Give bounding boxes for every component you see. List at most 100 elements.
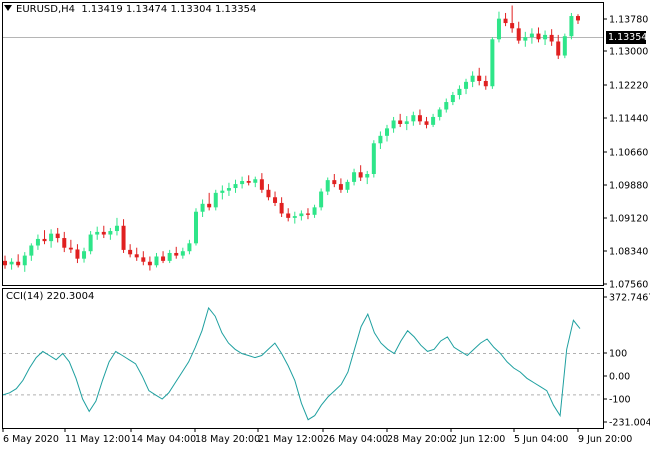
candle-body (305, 213, 310, 215)
candle (259, 173, 264, 193)
candle-body (391, 120, 396, 129)
price-tick-label: 1.08340 (609, 247, 648, 258)
candle (200, 199, 205, 217)
candle (417, 109, 422, 125)
time-tick-label: 11 May 12:00 (65, 434, 130, 445)
time-tick-label: 26 May 04:00 (323, 434, 388, 445)
candle-body (266, 189, 271, 198)
candle (358, 165, 363, 182)
candle-body (55, 233, 60, 239)
candle (167, 249, 172, 264)
candle (286, 208, 291, 222)
time-tick-label: 2 Jun 12:00 (451, 434, 505, 445)
candle (279, 197, 284, 217)
candle-body (154, 256, 159, 266)
candle (391, 116, 396, 133)
candle (207, 192, 212, 211)
candle-body (95, 231, 100, 235)
candle (174, 246, 179, 259)
candle-body (121, 225, 126, 250)
candle-body (9, 261, 14, 265)
candle (49, 229, 54, 248)
candle-body (75, 249, 80, 259)
candle-body (549, 34, 554, 42)
candle-body (16, 261, 21, 266)
candle-body (470, 75, 475, 82)
candle-body (312, 207, 317, 215)
candle-body (128, 249, 133, 255)
candle-body (62, 238, 67, 248)
candle-body (358, 172, 363, 178)
candle (68, 239, 73, 253)
candle-body (338, 184, 343, 190)
dropdown-arrow-icon[interactable] (4, 5, 12, 11)
low-value: 1.13304 (170, 4, 212, 15)
candle (523, 31, 528, 47)
candle-body (457, 88, 462, 96)
candle-body (3, 260, 7, 266)
candle (398, 113, 403, 128)
candle-body (516, 28, 521, 41)
price-tick-label: 1.11440 (609, 114, 648, 125)
indicator-label: CCI(14) 220.3004 (6, 291, 95, 302)
candle (332, 173, 337, 188)
candle (503, 12, 508, 27)
candle-body (68, 247, 73, 250)
candle-body (543, 34, 548, 40)
candle (55, 227, 60, 243)
candle (213, 189, 218, 211)
candle-body (325, 180, 330, 192)
candle (556, 34, 561, 60)
candle (325, 177, 330, 196)
candle-body (417, 115, 422, 122)
time-tick-label: 6 May 2020 (3, 434, 59, 445)
cci-tick-label: -231.0041 (609, 418, 650, 429)
candle-body (273, 197, 278, 203)
candle (292, 211, 297, 224)
candle (42, 230, 47, 245)
candle-body (352, 172, 357, 182)
candle (450, 91, 455, 106)
candle-body (220, 190, 225, 193)
candle-body (114, 225, 119, 232)
candle-body (187, 243, 192, 252)
candle (180, 247, 185, 259)
candle-body (450, 95, 455, 103)
time-tick-label: 9 Jun 20:00 (578, 434, 632, 445)
candle-body (299, 213, 304, 217)
candle-body (134, 254, 139, 258)
candle-body (431, 116, 436, 125)
cci-tick-label: 0.00 (609, 372, 630, 383)
candle (305, 208, 310, 220)
candle-body (424, 121, 429, 125)
indicator-axis: 372.7467 100 0.00 -100 -231.0041 (604, 293, 650, 429)
candle (464, 78, 469, 95)
candle-body (345, 181, 350, 190)
cci-tick-label: 372.7467 (609, 293, 650, 304)
candle-body (279, 202, 284, 214)
candle (569, 12, 574, 40)
candle (510, 5, 515, 33)
time-tick-label: 21 May 12:00 (258, 434, 323, 445)
candle-body (371, 143, 376, 174)
candle (154, 252, 159, 268)
candle (477, 67, 482, 86)
candle-body (35, 238, 40, 246)
candle (536, 27, 541, 43)
candle-body (226, 188, 231, 191)
candle (101, 225, 106, 239)
candle-body (398, 120, 403, 124)
candle (88, 231, 93, 255)
candle-body (569, 16, 574, 37)
candle (226, 182, 231, 196)
candle (62, 231, 67, 253)
close-value: 1.13354 (215, 4, 257, 15)
candle-body (477, 75, 482, 81)
candle (35, 234, 40, 250)
candle-body (496, 18, 501, 40)
candle (529, 28, 534, 44)
candle (273, 191, 278, 207)
